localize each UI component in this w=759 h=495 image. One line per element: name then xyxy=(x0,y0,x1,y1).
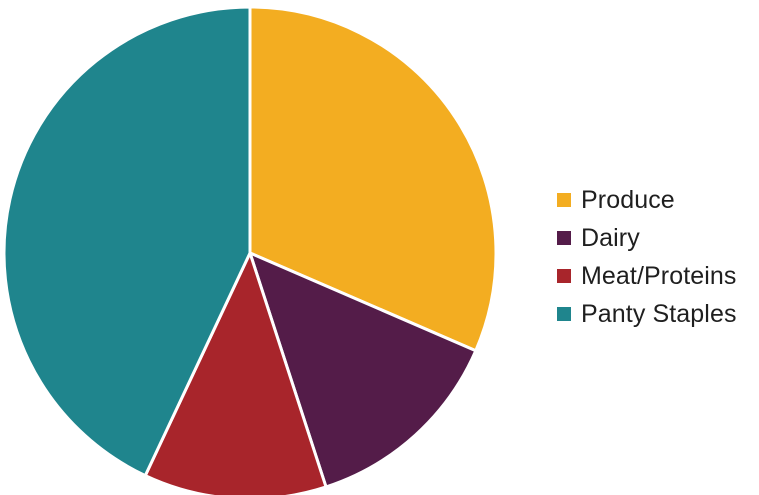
legend-label-panty-staples: Panty Staples xyxy=(581,299,737,328)
legend-label-meat-proteins: Meat/Proteins xyxy=(581,261,737,290)
legend-label-dairy: Dairy xyxy=(581,223,640,252)
pie-slice-panty-staples xyxy=(2,5,252,478)
legend-label-produce: Produce xyxy=(581,185,675,214)
legend-swatch-meat-proteins xyxy=(557,269,571,283)
legend-item-panty-staples: Panty Staples xyxy=(557,300,737,328)
legend-item-dairy: Dairy xyxy=(557,224,737,252)
pie-slice-produce xyxy=(248,5,498,353)
legend: Produce Dairy Meat/Proteins Panty Staple… xyxy=(557,186,737,328)
pie-slice-dairy xyxy=(248,251,478,489)
legend-item-produce: Produce xyxy=(557,186,737,214)
legend-swatch-dairy xyxy=(557,231,571,245)
legend-item-meat-proteins: Meat/Proteins xyxy=(557,262,737,290)
legend-swatch-produce xyxy=(557,193,571,207)
pie-slice-meat-proteins xyxy=(143,251,328,495)
legend-swatch-panty-staples xyxy=(557,307,571,321)
